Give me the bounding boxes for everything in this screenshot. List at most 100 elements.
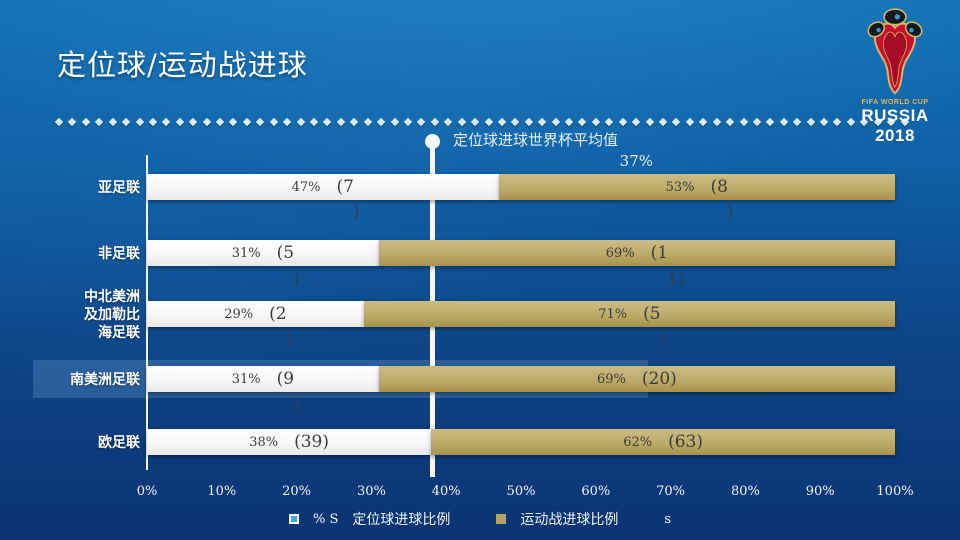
diamond-separator-dot <box>188 117 198 127</box>
diamond-separator-dot <box>511 117 520 127</box>
openplay-bar-segment: 53% (8) <box>498 174 895 223</box>
diamond-separator-dot <box>605 117 614 127</box>
diamond-separator-dot <box>202 117 211 127</box>
setpiece-bar-segment: 29% (2) <box>147 301 364 350</box>
bar-count-label-wrapped: ) <box>285 330 293 350</box>
diamond-separator-dot <box>229 117 238 127</box>
diamond-separator-dot <box>148 117 158 127</box>
diamond-separator-dot <box>578 117 587 127</box>
diamond-separator-dot <box>403 117 413 127</box>
diamond-separator-dot <box>443 117 453 127</box>
setpiece-bar-segment: 38% (39) <box>147 429 432 455</box>
bar-count-label-wrapped: ) <box>352 203 360 223</box>
bar-count-label-wrapped: ) <box>726 203 734 223</box>
x-tick-label: 30% <box>356 484 386 499</box>
diamond-separator-dot <box>551 117 560 127</box>
openplay-bar-segment: 62% (63) <box>431 429 895 455</box>
legend-stray-suffix: s <box>664 511 672 527</box>
diamond-separator-dot <box>685 117 695 127</box>
category-label-1: 亚足联 <box>98 179 140 195</box>
diamond-separator <box>54 117 909 127</box>
bar-percent-label: 53% <box>665 179 695 195</box>
bar-row-2: 31% (5) 69% (1 1) <box>147 240 895 289</box>
diamond-separator-dot <box>792 117 802 127</box>
diamond-separator-dot <box>430 117 440 127</box>
x-tick-label: 60% <box>581 484 611 499</box>
diamond-separator-dot <box>631 117 641 127</box>
legend-label-openplay: 运动战进球比例 <box>520 511 619 527</box>
diamond-separator-dot <box>819 117 829 127</box>
diamond-separator-dot <box>739 117 748 127</box>
bar-percent-label: 62% <box>623 434 653 450</box>
diamond-separator-dot <box>618 117 627 127</box>
x-tick-label: 50% <box>506 484 536 499</box>
bar-percent-label: 31% <box>231 245 261 261</box>
diamond-separator-dot <box>175 117 185 127</box>
diamond-separator-dot <box>81 117 91 127</box>
bar-count-label: (9 <box>276 369 295 389</box>
setpiece-bar-segment: 31% (5) <box>147 240 379 289</box>
world-cup-trophy-icon <box>867 8 923 95</box>
legend-marker-openplay-icon <box>496 514 507 524</box>
world-cup-logo: FIFA WORLD CUP RUSSIA 2018 <box>840 6 950 146</box>
diamond-separator-dot <box>417 117 426 127</box>
diamond-separator-dot <box>363 117 372 127</box>
diamond-separator-dot <box>309 117 319 127</box>
average-line-label: 定位球进球世界杯平均值 37% <box>453 130 703 172</box>
average-line-marker-dot <box>425 134 440 149</box>
diamond-separator-dot <box>95 117 104 127</box>
bar-count-label-wrapped: 1) <box>666 269 685 289</box>
bar-count-label: (2 <box>269 304 287 324</box>
diamond-separator-dot <box>645 117 654 127</box>
bar-count-label: (8 <box>710 177 728 197</box>
x-tick-label: 100% <box>876 484 914 499</box>
diamond-separator-dot <box>752 117 762 127</box>
diamond-separator-dot <box>350 117 359 127</box>
category-label-4: 南美洲足联 <box>70 371 140 387</box>
diamond-separator-dot <box>256 117 265 127</box>
chart-legend: % S 定位球进球比例 运动战进球比例 s <box>0 508 960 530</box>
diamond-separator-dot <box>269 117 278 127</box>
diamond-separator-dot <box>658 117 668 127</box>
diamond-separator-dot <box>766 117 775 127</box>
bar-percent-label: 31% <box>231 371 261 387</box>
diamond-separator-dot <box>376 117 386 127</box>
x-tick-label: 90% <box>805 484 835 499</box>
diamond-separator-dot <box>484 117 493 127</box>
x-tick-label: 40% <box>431 484 461 499</box>
x-tick-label: 0% <box>136 484 158 499</box>
category-label-5: 欧足联 <box>98 434 140 450</box>
diamond-separator-dot <box>54 117 64 127</box>
diamond-separator-dot <box>121 117 131 127</box>
diamond-separator-dot <box>162 117 171 127</box>
openplay-bar-segment: 69% (20) <box>378 366 895 392</box>
legend-label-setpiece: 定位球进球比例 <box>352 511 451 527</box>
bar-count-label: (63) <box>668 432 704 452</box>
average-line-label-text: 定位球进球世界杯平均值 <box>453 132 619 149</box>
bar-percent-label: 38% <box>249 434 279 450</box>
diamond-separator-dot <box>336 117 346 127</box>
logo-fifa-text: FIFA WORLD CUP <box>861 99 929 106</box>
diamond-separator-dot <box>215 117 225 127</box>
diamond-separator-dot <box>470 117 480 127</box>
bar-count-label: (39) <box>294 432 330 452</box>
diamond-separator-dot <box>497 117 507 127</box>
setpiece-bar-segment: 31% (9) <box>147 366 379 415</box>
slide-title: 定位球/运动战进球 <box>57 48 308 82</box>
bar-count-label: (5 <box>643 304 661 324</box>
diamond-separator-dot <box>390 117 399 127</box>
diamond-separator-dot <box>725 117 735 127</box>
diamond-separator-dot <box>806 117 815 127</box>
x-tick-label: 10% <box>207 484 237 499</box>
bar-count-label: (20) <box>641 369 677 389</box>
average-line-value: 37% <box>619 152 653 170</box>
bar-count-label-wrapped: ) <box>292 395 300 415</box>
diamond-separator-dot <box>135 117 144 127</box>
bar-row-1: 47% (7) 53% (8) <box>147 174 895 223</box>
diamond-separator-dot <box>779 117 789 127</box>
category-label-3: 中北美洲 及加勒比 海足联 <box>84 288 140 340</box>
bar-count-label: (5 <box>276 243 295 263</box>
bar-percent-label: 69% <box>597 371 626 387</box>
category-label-2: 非足联 <box>98 245 140 261</box>
diamond-separator-dot <box>323 117 332 127</box>
